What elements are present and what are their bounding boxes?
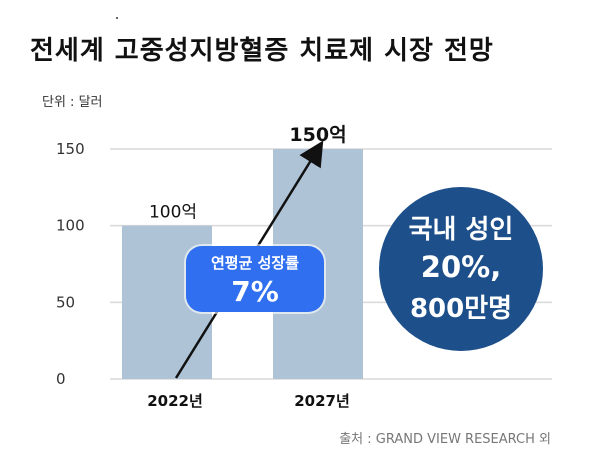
growth-rate-label: 연평균 성장률: [210, 254, 300, 272]
data-label: 100억: [149, 203, 197, 223]
growth-rate-value: 7%: [231, 275, 279, 308]
y-tick-label: 100: [56, 217, 85, 235]
y-tick-label: 50: [56, 293, 75, 311]
y-tick-label: 150: [56, 140, 85, 158]
y-tick-label: 0: [56, 370, 66, 388]
circle-line-3: 800만명: [409, 294, 513, 324]
data-label: 150억: [289, 124, 346, 146]
category-label: 2027년: [294, 392, 350, 410]
unit-label: 단위 : 달러: [42, 95, 103, 110]
source-note: 출처 : GRAND VIEW RESEARCH 외: [339, 432, 551, 447]
circle-line-2: 20%,: [420, 250, 502, 284]
chart-title: 전세계 고중성지방혈증 치료제 시장 전망: [30, 36, 494, 66]
category-label: 2022년: [147, 392, 203, 410]
circle-line-1: 국내 성인: [408, 215, 514, 245]
growth-rate-badge: 연평균 성장률 7%: [186, 246, 324, 312]
domestic-stat-circle: 국내 성인 20%, 800만명: [379, 187, 543, 351]
decorative-dot: [116, 17, 118, 19]
